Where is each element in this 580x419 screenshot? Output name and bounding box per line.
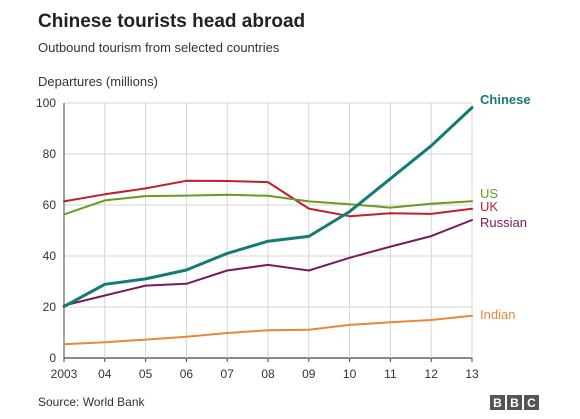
series-line-indian [63,314,473,346]
bbc-logo-letter: C [527,396,536,410]
y-tick-label: 60 [43,198,57,212]
source-note: Source: World Bank [38,395,145,409]
bbc-logo-block [490,395,505,410]
series-label-chinese: Chinese [480,92,531,107]
x-tick-label: 07 [221,367,235,381]
x-tick-labels: 2003 04 05 06 07 08 09 10 11 12 13 [51,358,479,381]
y-tick-label: 100 [36,96,56,110]
x-tick-label: 04 [98,367,112,381]
bbc-logo-block [524,395,539,410]
series-label-russian: Russian [480,215,527,230]
grid [63,102,473,359]
x-tick-label: 2003 [51,367,78,381]
series-label-us: US [480,186,498,201]
bbc-logo-letter: B [510,396,519,410]
y-tick-label: 80 [43,147,57,161]
series-line-us [63,193,473,216]
series-line-uk [63,179,473,218]
series-label-indian: Indian [480,307,515,322]
y-axis-label: Departures (millions) [38,74,158,89]
x-tick-label: 11 [384,367,397,381]
series-label-uk: UK [480,199,498,214]
series-line-russian [63,219,473,307]
x-tick-label: 08 [261,367,275,381]
bbc-logo-letter: B [493,396,502,410]
x-tick-label: 10 [343,367,357,381]
y-tick-labels: 0 20 40 60 80 100 [36,96,56,365]
y-tick-label: 40 [43,249,57,263]
series-lines [62,106,474,346]
chart-title: Chinese tourists head abroad [38,11,305,32]
x-tick-label: 13 [465,367,479,381]
x-tick-label: 12 [425,367,439,381]
y-tick-label: 20 [43,300,57,314]
bbc-logo-block [507,395,522,410]
series-line-chinese [62,106,474,308]
x-tick-label: 06 [180,367,194,381]
chart-subtitle: Outbound tourism from selected countries [38,40,280,55]
x-tick-label: 09 [302,367,316,381]
x-tick-label: 05 [139,367,153,381]
y-tick-label: 0 [49,351,56,365]
